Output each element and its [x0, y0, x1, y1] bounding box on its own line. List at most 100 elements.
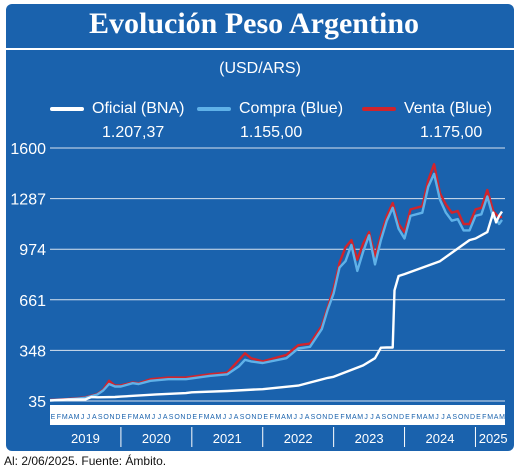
legend-oficial-value: 1.207,37	[102, 124, 165, 141]
month-tick: S	[311, 414, 316, 421]
legend-compra-value: 1.155,00	[240, 124, 303, 141]
month-tick: A	[210, 414, 215, 421]
series-lines	[49, 163, 504, 402]
legend-venta: Venta (Blue)	[362, 100, 492, 118]
month-tick: A	[139, 414, 144, 421]
month-tick: D	[399, 414, 404, 421]
month-tick: A	[92, 414, 97, 421]
month-tick: M	[416, 414, 422, 421]
month-tick: S	[382, 414, 387, 421]
month-tick: E	[263, 414, 268, 421]
month-tick: M	[62, 414, 68, 421]
month-tick: J	[370, 414, 374, 421]
month-tick: A	[305, 414, 310, 421]
month-tick: F	[482, 414, 486, 421]
month-tick: F	[128, 414, 132, 421]
month-tick: N	[393, 414, 398, 421]
month-tick: A	[281, 414, 286, 421]
month-tick: A	[494, 414, 499, 421]
month-tick: E	[192, 414, 197, 421]
legend-compra: Compra (Blue)	[197, 100, 343, 118]
month-axis-band	[50, 405, 505, 425]
chart-title: Evolución Peso Argentino	[88, 7, 419, 40]
month-tick: J	[293, 414, 297, 421]
year-label-2020: 2020	[142, 431, 171, 446]
title-divider	[6, 48, 514, 50]
month-tick: J	[506, 414, 510, 421]
month-tick: M	[204, 414, 210, 421]
legend-compra-swatch	[197, 107, 231, 111]
month-tick: M	[133, 414, 139, 421]
month-tick: O	[103, 414, 109, 421]
year-label-2024: 2024	[426, 431, 455, 446]
month-tick: N	[251, 414, 256, 421]
month-tick: D	[186, 414, 191, 421]
month-tick: O	[245, 414, 251, 421]
month-tick: J	[299, 414, 303, 421]
grid-lines	[50, 147, 505, 402]
year-label-2025: 2025	[479, 431, 508, 446]
month-tick: O	[174, 414, 180, 421]
month-tick: M	[345, 414, 351, 421]
month-tick: O	[458, 414, 464, 421]
month-tick: D	[470, 414, 475, 421]
y-tick-1287: 1287	[10, 192, 46, 209]
month-tick: J	[441, 414, 445, 421]
month-tick: M	[215, 414, 221, 421]
month-tick: A	[68, 414, 73, 421]
month-tick: F	[411, 414, 415, 421]
month-tick: S	[240, 414, 245, 421]
month-tick: J	[364, 414, 368, 421]
month-tick: E	[122, 414, 127, 421]
month-tick: N	[322, 414, 327, 421]
month-tick: M	[428, 414, 434, 421]
legend-compra-label: Compra (Blue)	[239, 100, 344, 117]
month-tick: E	[334, 414, 339, 421]
legend-venta-value: 1.175,00	[420, 124, 483, 141]
legend-oficial-swatch	[50, 107, 84, 111]
month-tick: F	[199, 414, 203, 421]
month-tick: E	[51, 414, 56, 421]
chart-subtitle: (USD/ARS)	[219, 60, 301, 77]
legend-venta-swatch	[362, 107, 396, 111]
month-tick: A	[376, 414, 381, 421]
month-tick: J	[223, 414, 227, 421]
month-tick: M	[74, 414, 80, 421]
legend-venta-label: Venta (Blue)	[404, 100, 493, 117]
month-tick: N	[110, 414, 115, 421]
month-tick: D	[257, 414, 262, 421]
month-tick: J	[158, 414, 162, 421]
y-tick-661: 661	[19, 293, 46, 310]
month-tick: J	[228, 414, 232, 421]
month-tick: A	[423, 414, 428, 421]
month-tick: S	[452, 414, 457, 421]
month-tick: J	[81, 414, 85, 421]
month-tick: M	[286, 414, 292, 421]
month-tick: N	[180, 414, 185, 421]
month-tick: N	[464, 414, 469, 421]
month-tick: A	[352, 414, 357, 421]
y-axis: 1600 1287 974 661 348 35	[10, 141, 46, 411]
month-tick: J	[435, 414, 439, 421]
source-note: Al: 2/06/2025. Fuente: Ámbito.	[4, 454, 167, 468]
month-tick: O	[387, 414, 393, 421]
series-line-1	[49, 172, 503, 402]
legend-oficial: Oficial (BNA)	[50, 100, 184, 118]
month-tick: S	[169, 414, 174, 421]
month-tick: M	[145, 414, 151, 421]
month-tick: F	[340, 414, 344, 421]
month-tick: A	[163, 414, 168, 421]
y-tick-974: 974	[19, 242, 46, 259]
month-tick: J	[87, 414, 91, 421]
month-tick: A	[447, 414, 452, 421]
month-tick: D	[328, 414, 333, 421]
month-tick: S	[98, 414, 103, 421]
year-label-2022: 2022	[284, 431, 313, 446]
legend-oficial-label: Oficial (BNA)	[92, 100, 185, 117]
month-tick: M	[275, 414, 281, 421]
month-tick: E	[476, 414, 481, 421]
year-label-2021: 2021	[213, 431, 242, 446]
year-axis: 2019 2020 2021 2022 2023 2024 2025	[71, 427, 508, 447]
